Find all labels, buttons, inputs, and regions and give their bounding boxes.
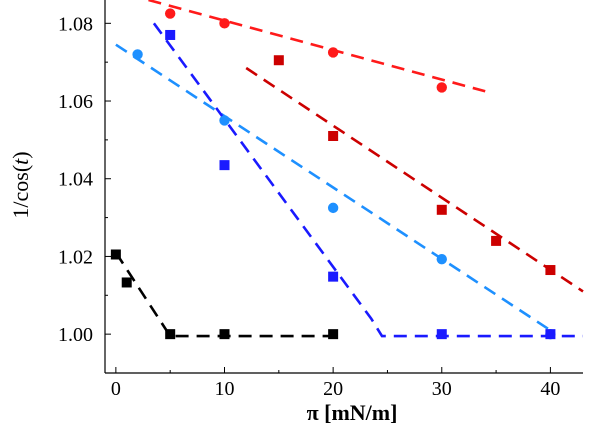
x-tick-label: 0 — [111, 378, 121, 400]
data-point-square — [436, 204, 447, 215]
data-point-square — [219, 329, 230, 340]
data-point-circle — [436, 253, 447, 265]
data-point-square — [436, 329, 447, 340]
y-axis-title-main: 1/cos( — [8, 165, 33, 219]
data-point-square — [328, 271, 339, 282]
data-point-circle — [164, 8, 176, 19]
fit-lines — [114, 0, 584, 338]
y-tick-label: 1.00 — [58, 324, 93, 346]
axes — [104, 0, 583, 374]
data-point-square — [121, 277, 132, 288]
data-point-square — [273, 55, 284, 66]
x-tick-label: 10 — [215, 378, 235, 400]
data-point-circle — [219, 18, 230, 29]
y-tick-label: 1.08 — [58, 13, 93, 35]
x-axis-title: π [mN/m] — [307, 400, 398, 425]
y-tick-label: 1.06 — [58, 91, 93, 113]
data-point-square — [328, 329, 339, 340]
data-point-circle — [132, 49, 143, 60]
x-tick-label: 20 — [323, 378, 343, 400]
y-axis-title-variable: t — [8, 158, 33, 165]
data-point-circle — [436, 82, 447, 93]
fit-line-3 — [115, 43, 552, 332]
data-point-square — [165, 329, 176, 340]
x-tick-label: 40 — [540, 378, 560, 400]
data-point-square — [545, 329, 556, 340]
data-point-square — [328, 130, 339, 141]
y-tick-label: 1.02 — [58, 246, 93, 268]
y-axis-title: 1/cos(t) — [8, 151, 33, 218]
data-point-circle — [327, 202, 339, 214]
data-markers — [110, 8, 556, 340]
data-point-square — [110, 249, 121, 260]
fit-line-2 — [245, 66, 584, 293]
data-point-square — [545, 265, 556, 276]
y-tick-label: 1.04 — [58, 169, 93, 191]
y-axis-title-close: ) — [8, 151, 33, 158]
data-point-circle — [219, 115, 230, 126]
tick-labels: 0 10 20 30 40 1.00 1.02 1.04 1.06 1.08 — [58, 13, 560, 400]
data-point-square — [491, 235, 502, 246]
x-tick-label: 30 — [432, 378, 452, 400]
fit-line-5 — [114, 251, 334, 338]
data-point-circle — [327, 47, 339, 58]
data-point-square — [165, 29, 176, 40]
data-point-square — [219, 160, 230, 171]
fit-line-4 — [152, 22, 583, 338]
fit-line-1 — [148, 0, 486, 93]
